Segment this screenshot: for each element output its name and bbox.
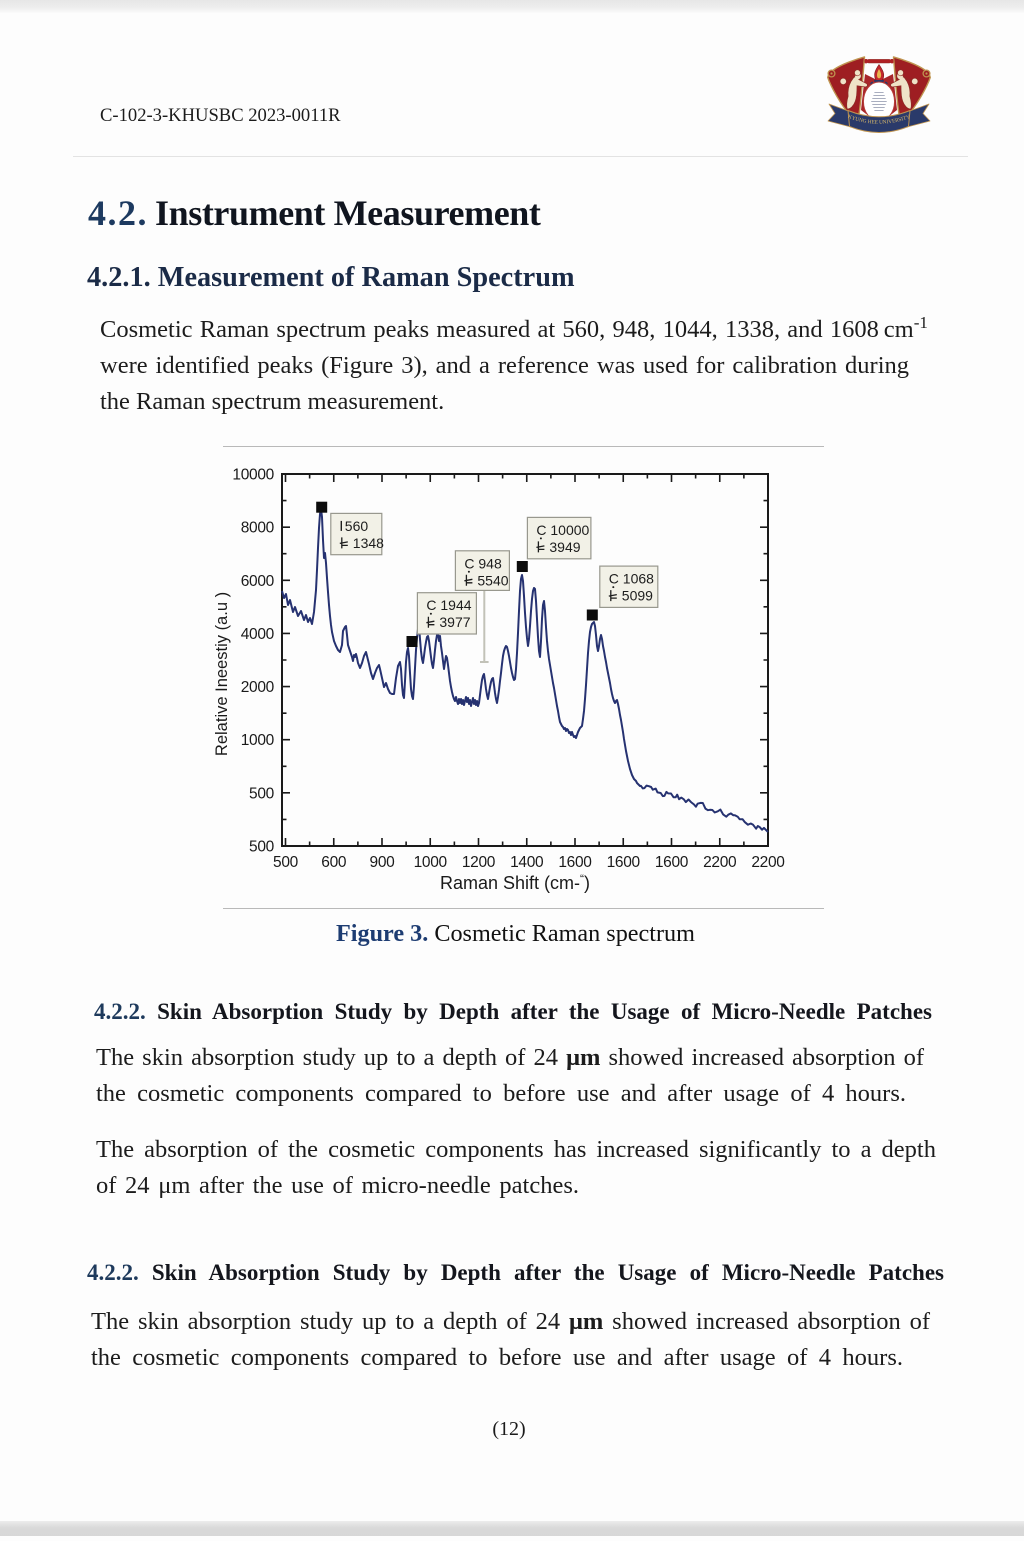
svg-text:C: C (536, 522, 546, 538)
svg-text:948: 948 (478, 555, 502, 571)
svg-text:6000: 6000 (241, 573, 275, 590)
svg-text:1348: 1348 (353, 535, 384, 551)
svg-text:500: 500 (249, 785, 275, 802)
svg-text:3977: 3977 (439, 614, 470, 630)
svg-text:600: 600 (321, 854, 347, 871)
svg-text:1200: 1200 (462, 854, 496, 871)
svg-text:5540: 5540 (477, 572, 508, 588)
svg-text:C: C (426, 597, 436, 613)
svg-text:2200: 2200 (703, 854, 737, 871)
svg-text:560: 560 (345, 518, 369, 534)
svg-text:C: C (609, 571, 619, 587)
svg-text:8000: 8000 (241, 520, 275, 537)
svg-text:1600: 1600 (655, 854, 689, 871)
svg-text:500: 500 (273, 854, 299, 871)
svg-text:2200: 2200 (751, 854, 785, 871)
svg-text:5099: 5099 (622, 588, 653, 604)
svg-text:Relative Ineestiy (a.u ): Relative Ineestiy (a.u ) (213, 592, 231, 756)
svg-text:1000: 1000 (414, 854, 448, 871)
svg-text:1600: 1600 (558, 854, 592, 871)
svg-text:1400: 1400 (510, 854, 544, 871)
svg-text:1000: 1000 (241, 732, 275, 749)
svg-text:C: C (464, 555, 474, 571)
svg-text:1068: 1068 (623, 571, 654, 587)
svg-text:1944: 1944 (440, 597, 471, 613)
svg-text:900: 900 (370, 854, 396, 871)
svg-text:KYUNG HEE UNIVERSITY: KYUNG HEE UNIVERSITY (847, 114, 911, 126)
svg-text:4000: 4000 (241, 626, 275, 643)
svg-text:1600: 1600 (607, 854, 641, 871)
svg-text:10000: 10000 (550, 522, 589, 538)
svg-text:Raman Shift (cm-“): Raman Shift (cm-“) (440, 872, 590, 893)
svg-text:3949: 3949 (549, 539, 580, 555)
svg-text:2000: 2000 (241, 679, 275, 696)
svg-text:10000: 10000 (232, 467, 274, 484)
svg-text:500: 500 (249, 839, 275, 856)
